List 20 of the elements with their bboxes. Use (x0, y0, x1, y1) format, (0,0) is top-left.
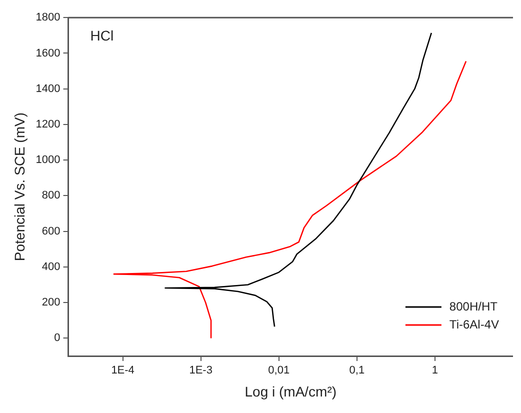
x-axis-title: Log i (mA/cm²) (244, 383, 337, 400)
y-tick-label: 200 (42, 296, 60, 309)
x-tick-label: 1E-3 (189, 364, 212, 377)
x-tick-label: 1E-4 (111, 364, 134, 377)
legend-label: Ti-6Al-4V (449, 317, 500, 332)
y-tick-label: 1800 (36, 12, 60, 24)
x-tick-label: 0,01 (268, 364, 290, 377)
legend-label: 800H/HT (449, 299, 498, 314)
y-axis-title: Potencial Vs. SCE (mV) (11, 112, 28, 262)
x-tick-label: 0,1 (349, 364, 365, 377)
x-tick-label: 1 (432, 364, 438, 377)
y-tick-label: 1000 (36, 154, 60, 166)
y-tick-label: 600 (42, 225, 60, 238)
y-tick-label: 1600 (36, 47, 60, 60)
annotation: HCl (90, 27, 114, 44)
y-tick-label: 1400 (36, 82, 60, 95)
y-tick-label: 0 (54, 332, 60, 344)
y-tick-label: 1200 (36, 118, 60, 130)
y-tick-label: 400 (42, 260, 60, 273)
y-tick-label: 800 (42, 190, 60, 202)
